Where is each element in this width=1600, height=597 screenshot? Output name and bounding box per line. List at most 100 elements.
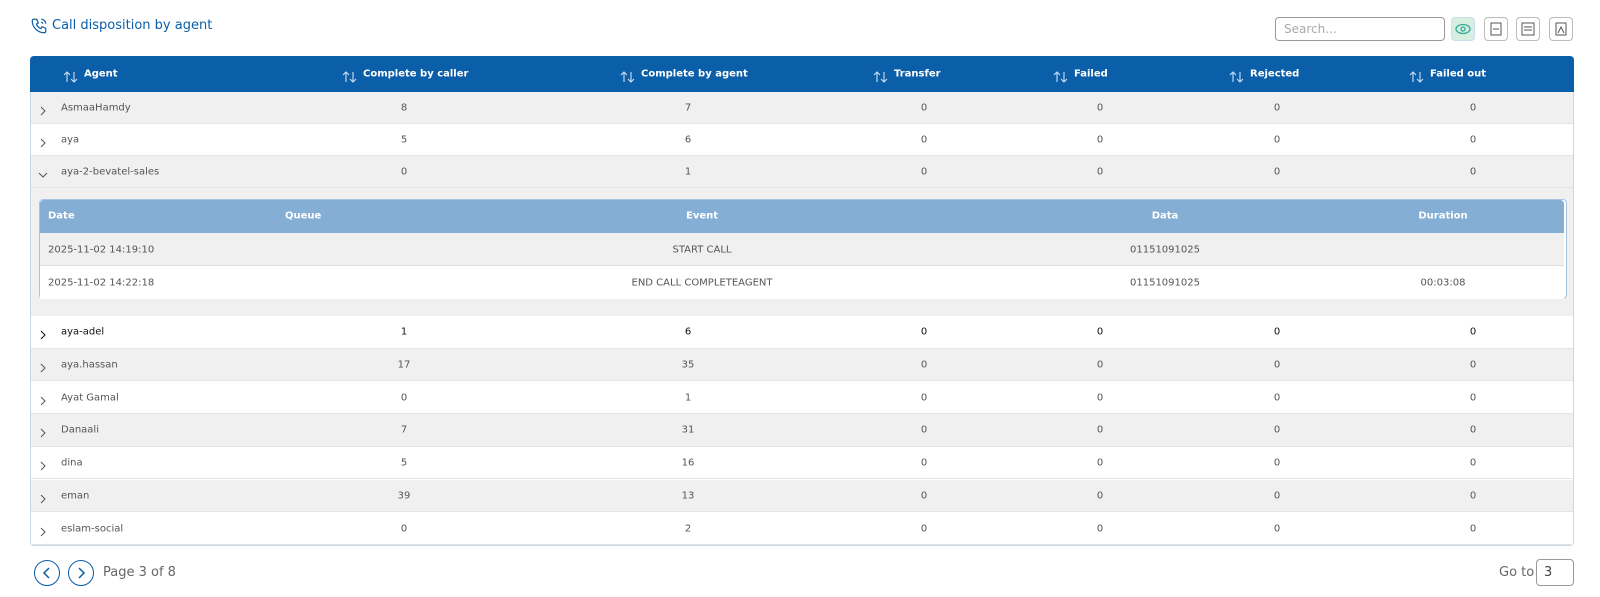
detail-cell: 01151091025 [1130,244,1200,255]
cell: 0 [1273,523,1281,535]
sort-icon[interactable] [342,68,358,87]
agent-name: Ayat Gamal [61,392,119,404]
detail-cell: 2025-11-02 14:19:10 [48,244,155,255]
table-row [31,381,1573,415]
cell: 0 [1273,134,1281,146]
cell: 31 [681,424,695,436]
cell: 0 [1096,359,1104,371]
table-row [31,479,1573,513]
cell: 0 [1096,490,1104,502]
cell: 1 [684,166,692,178]
cell: 0 [1096,102,1104,114]
cell: 0 [1273,457,1281,469]
detail-cell: START CALL [672,244,732,255]
export-excel-button[interactable] [1516,17,1540,41]
cell: 0 [1469,392,1477,404]
agent-name: dina [61,457,83,469]
cell: 0 [400,166,408,178]
detail-cell: END CALL COMPLETEAGENT [631,277,773,288]
cell: 8 [400,102,408,114]
cell: 0 [1469,326,1477,338]
column-header[interactable]: Complete by caller [363,68,469,80]
sort-icon[interactable] [873,68,889,87]
cell: 0 [1273,359,1281,371]
export-csv-button[interactable] [1484,17,1508,41]
detail-cell: 01151091025 [1130,277,1200,288]
search-input[interactable]: Search... [1275,17,1445,41]
table-row [31,124,1573,156]
agent-name: aya.hassan [61,359,118,371]
cell: 13 [681,490,695,502]
expand-toggle[interactable] [37,490,49,504]
goto-label: Go to [1499,565,1535,580]
cell: 0 [400,392,408,404]
detail-column-header: Duration [1418,210,1468,222]
agent-name: aya [61,134,80,146]
cell: 0 [920,326,928,338]
agent-name: AsmaaHamdy [61,102,131,114]
detail-column-header: Queue [285,210,322,222]
table-row [31,316,1573,349]
cell: 0 [1469,102,1477,114]
cell: 17 [397,359,411,371]
cell: 5 [400,134,408,146]
cell: 39 [397,490,411,502]
detail-header [40,200,1564,233]
goto-input[interactable]: 3 [1536,559,1574,586]
expand-toggle[interactable] [37,392,49,406]
sort-icon[interactable] [1409,68,1425,87]
sort-icon[interactable] [1053,68,1069,87]
table-row [31,414,1573,447]
detail-cell: 00:03:08 [1420,277,1466,288]
column-header[interactable]: Transfer [894,68,941,80]
expand-toggle[interactable] [37,166,49,178]
expand-toggle[interactable] [37,523,49,536]
agent-name: eman [61,490,90,502]
cell: 0 [1273,326,1281,338]
cell: 1 [400,326,408,338]
expand-toggle[interactable] [37,457,49,471]
cell: 0 [1469,457,1477,469]
expand-toggle[interactable] [37,134,49,148]
detail-column-header: Data [1151,210,1179,222]
phone-icon [31,18,47,34]
expand-toggle[interactable] [37,326,49,340]
expand-toggle[interactable] [37,359,49,373]
export-pdf-button[interactable] [1549,17,1573,41]
cell: 0 [1096,424,1104,436]
cell: 0 [1469,523,1477,535]
column-header[interactable]: Rejected [1250,68,1300,80]
cell: 0 [920,166,928,178]
agent-name: aya-adel [61,326,105,338]
cell: 0 [1096,134,1104,146]
column-header[interactable]: Failed out [1430,68,1487,80]
cell: 0 [1096,392,1104,404]
expand-toggle[interactable] [37,102,49,116]
cell: 0 [1273,424,1281,436]
sort-icon[interactable] [63,68,79,87]
prev-page[interactable] [34,560,60,586]
cell: 0 [920,424,928,436]
expand-toggle[interactable] [37,424,49,438]
page-info: Page 3 of 8 [103,565,176,580]
detail-row [40,233,1564,266]
cell: 0 [1096,326,1104,338]
sort-icon[interactable] [620,68,636,87]
column-header[interactable]: Failed [1074,68,1108,80]
table-header [30,56,1574,92]
detail-column-header: Event [685,210,719,222]
cell: 7 [400,424,408,436]
agent-name: aya-2-bevatel-sales [61,166,160,178]
cell: 0 [1273,166,1281,178]
cell: 0 [400,523,408,535]
cell: 0 [1096,523,1104,535]
column-header[interactable]: Agent [84,68,118,80]
sort-icon[interactable] [1229,68,1245,87]
next-page[interactable] [68,560,94,586]
cell: 0 [1273,392,1281,404]
column-header[interactable]: Complete by agent [641,68,748,80]
cell: 0 [1469,424,1477,436]
view-button[interactable] [1451,17,1475,41]
agent-name: Danaali [61,424,99,436]
